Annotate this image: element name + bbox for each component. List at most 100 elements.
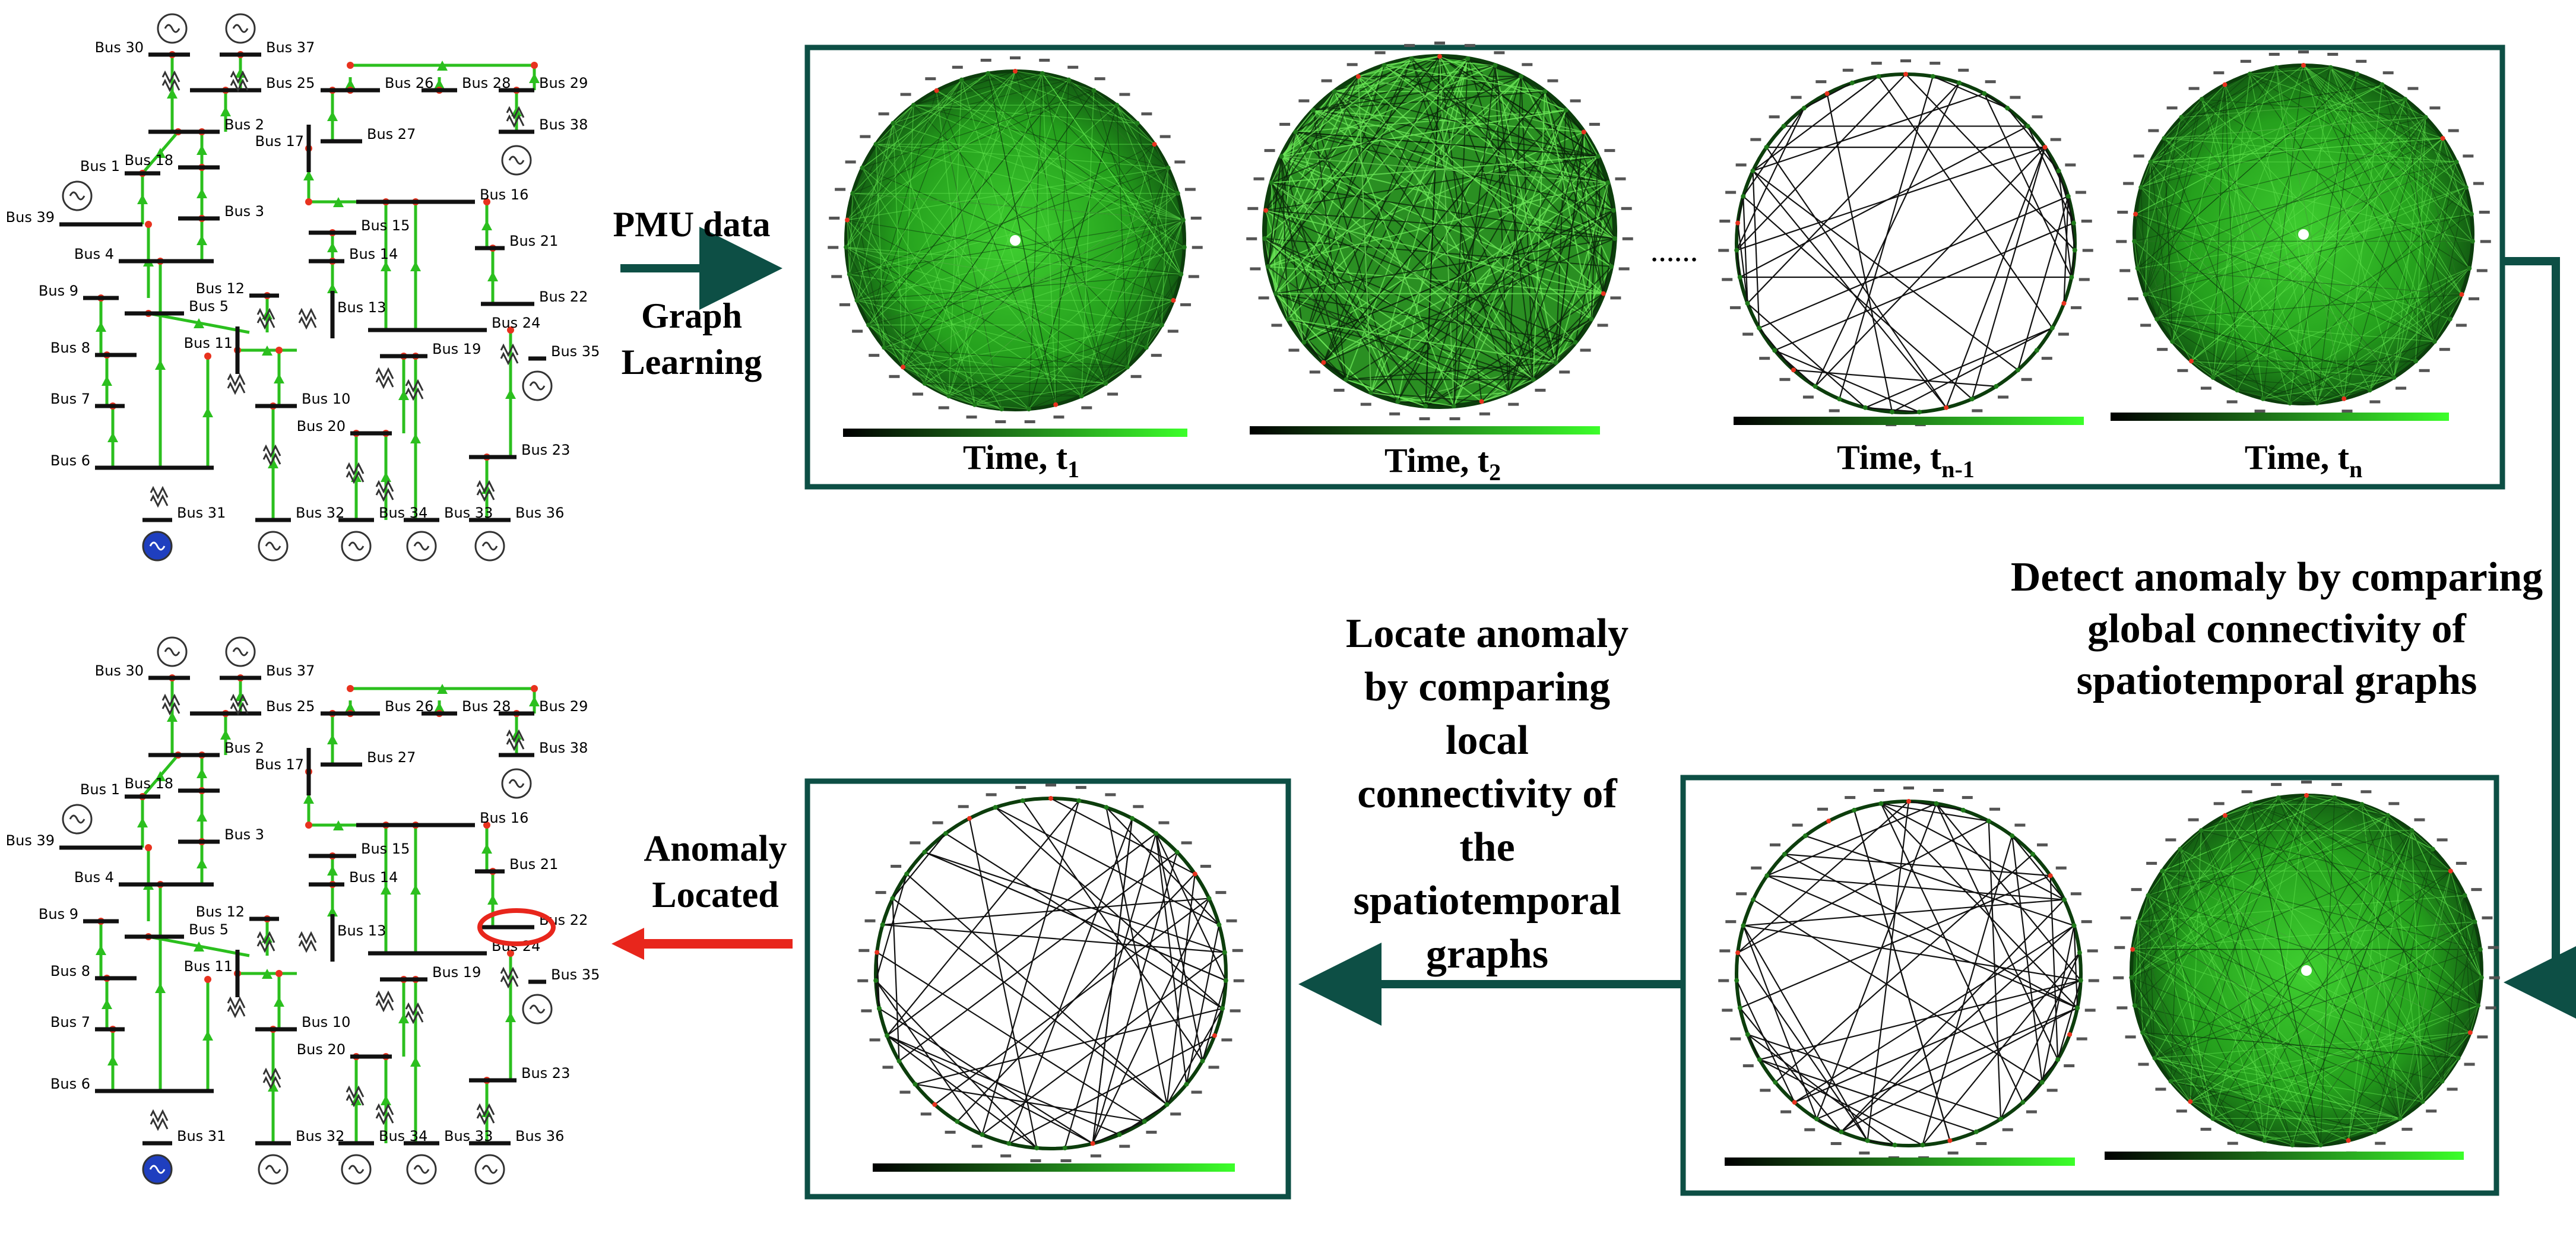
graph-edge xyxy=(2141,99,2406,188)
colorbar xyxy=(843,429,1187,437)
graph-node xyxy=(1781,123,1786,129)
graph-node xyxy=(1920,1143,1925,1148)
generator-symbol-icon xyxy=(508,779,525,788)
graph-node xyxy=(2133,211,2138,217)
graph-node-tag xyxy=(2081,219,2092,223)
graph-edge xyxy=(846,246,1181,275)
bus-label: Bus 9 xyxy=(39,283,78,299)
flow-arrow-icon xyxy=(202,1030,213,1041)
graph-edge xyxy=(1155,833,1203,1061)
graph-edge xyxy=(2145,161,2457,295)
flow-arrow-icon xyxy=(381,884,391,895)
transformer-icon xyxy=(476,1111,495,1125)
graph-edge xyxy=(1747,1033,1896,1146)
graph-node xyxy=(1382,63,1387,68)
graph-edge xyxy=(2381,84,2451,319)
graph-node-tag xyxy=(1247,207,1259,210)
graph-node-tag xyxy=(1146,1130,1157,1134)
bus-label: Bus 39 xyxy=(6,209,55,226)
graph-node-tag xyxy=(2464,1063,2475,1066)
graph-edge xyxy=(1281,109,1566,157)
graph-node xyxy=(1451,404,1456,409)
flow-arrow-icon xyxy=(327,242,338,252)
graph-node xyxy=(1409,56,1414,61)
graph-edge xyxy=(2000,952,2080,1120)
graph-node xyxy=(2210,1116,2216,1121)
graph-edge xyxy=(869,246,1184,326)
flow-arrow-icon xyxy=(194,318,204,328)
graph-edge xyxy=(2134,1005,2321,1146)
graph-node xyxy=(1090,1141,1095,1146)
bus-label: Bus 13 xyxy=(337,922,386,939)
graph-edge xyxy=(2135,214,2344,399)
graph-edge xyxy=(1264,237,1534,380)
graph-node-tag xyxy=(2341,410,2353,413)
flow-arrow-icon xyxy=(327,906,338,916)
network-node xyxy=(483,198,490,205)
graph-node-tag xyxy=(2123,182,2134,185)
graph-edge xyxy=(2213,360,2416,378)
transformer-icon xyxy=(405,1002,424,1016)
graph-edge xyxy=(1494,65,1557,363)
graph-edge xyxy=(2276,67,2344,399)
graph-node xyxy=(2178,846,2183,852)
graph-node xyxy=(2199,97,2204,102)
graph-node xyxy=(1839,1129,1844,1134)
graph-node xyxy=(980,1132,985,1137)
colorbar xyxy=(1725,1157,2075,1166)
graph-node xyxy=(1852,807,1857,813)
graph-node-tag xyxy=(2114,946,2125,949)
graph-node-tag xyxy=(1060,1159,1072,1162)
graph-node xyxy=(955,1119,960,1124)
graph-node xyxy=(2301,63,2306,68)
graph-edge xyxy=(857,274,1181,301)
graph-edge xyxy=(2303,65,2473,242)
graph-edge xyxy=(849,193,853,275)
flow-arrow-icon xyxy=(274,997,284,1007)
flow-arrow-icon xyxy=(333,820,344,830)
graph-node-tag xyxy=(1434,42,1445,45)
graph-edge xyxy=(2154,1057,2400,1120)
graph-edge xyxy=(924,71,1016,384)
graph-edge xyxy=(1264,238,1509,394)
graph-edge xyxy=(1275,132,1297,294)
graph-node xyxy=(850,191,856,196)
graph-node xyxy=(874,950,880,955)
graph-node-tag xyxy=(910,841,921,845)
graph-node xyxy=(1750,168,1756,173)
graph-edge xyxy=(1853,810,1951,1141)
graph-edge xyxy=(2400,1032,2471,1119)
graph-edge xyxy=(1935,803,2081,981)
graph-edge xyxy=(1281,156,1608,183)
graph-edge xyxy=(2150,74,2251,163)
bus-label: Bus 21 xyxy=(509,856,558,873)
graph-edge xyxy=(898,851,1178,1062)
graph-edge xyxy=(1736,74,1906,251)
graph-edge xyxy=(1590,156,1599,319)
flow-arrow-icon xyxy=(220,730,231,740)
graph-edge xyxy=(2334,797,2362,805)
graph-edge xyxy=(2134,240,2318,404)
transformer-icon xyxy=(506,114,525,128)
graph-node xyxy=(1957,80,1962,85)
graph-edge xyxy=(1295,131,1598,157)
graph-node xyxy=(1103,380,1108,386)
graph-edge xyxy=(2224,84,2264,399)
graph-node xyxy=(2065,194,2071,199)
graph-node-tag xyxy=(852,329,863,333)
graph-edge xyxy=(2191,360,2394,378)
graph-edge xyxy=(1758,195,2069,329)
graph-node-tag xyxy=(920,1112,931,1116)
graph-node-tag xyxy=(2360,790,2372,794)
network-node xyxy=(305,822,312,829)
graph-node-tag xyxy=(1184,188,1196,191)
graph-edge xyxy=(1275,293,1509,394)
graph-node xyxy=(2188,1099,2193,1104)
graph-edge xyxy=(1275,293,1325,363)
graph-node-tag xyxy=(2084,1009,2096,1012)
graph-node xyxy=(2072,248,2077,253)
graph-node-tag xyxy=(2157,348,2168,351)
graph-node xyxy=(2146,893,2151,898)
flow-arrow-icon xyxy=(410,884,421,895)
